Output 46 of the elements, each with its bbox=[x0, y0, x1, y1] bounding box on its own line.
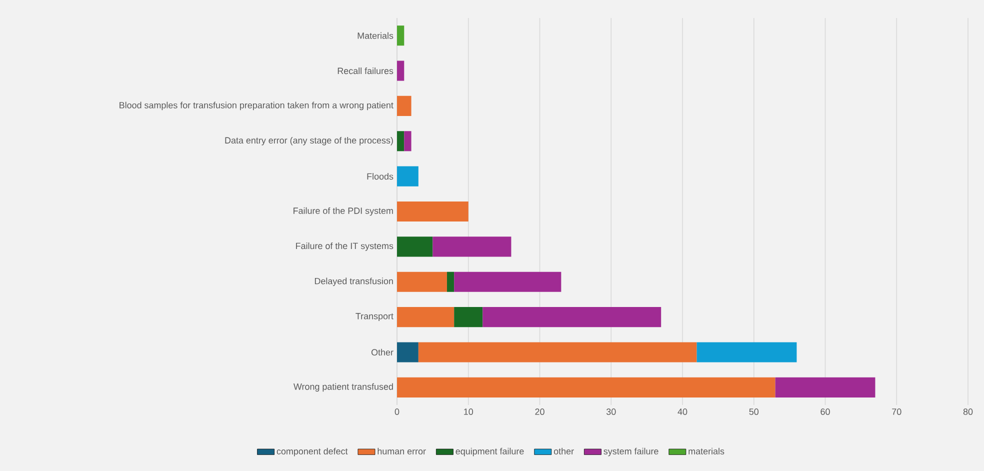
bar bbox=[397, 131, 404, 152]
x-tick-label: 10 bbox=[464, 408, 474, 415]
y-tick-label: Transport bbox=[356, 313, 394, 322]
bar bbox=[397, 26, 404, 46]
y-tick-label: Recall failures bbox=[338, 67, 394, 74]
bar bbox=[404, 131, 412, 152]
x-tick-label: 0 bbox=[394, 408, 400, 415]
x-tick-label: 80 bbox=[963, 408, 973, 415]
bar bbox=[775, 377, 876, 398]
bar bbox=[397, 166, 418, 186]
y-tick-label: Materials bbox=[358, 32, 394, 39]
x-tick-label: 60 bbox=[820, 408, 830, 415]
legend-label: equipment failure bbox=[456, 448, 524, 456]
bar bbox=[454, 272, 562, 292]
bar bbox=[397, 342, 418, 362]
legend-label: other bbox=[554, 448, 574, 454]
y-tick-label: Failure of the IT systems bbox=[296, 242, 394, 251]
bar bbox=[397, 201, 468, 222]
bar bbox=[418, 342, 697, 362]
legend-label: system failure bbox=[604, 448, 658, 456]
y-tick-label: Other bbox=[371, 348, 394, 356]
x-tick-label: 40 bbox=[678, 408, 688, 415]
y-tick-label: Failure of the PDI system bbox=[294, 207, 393, 216]
bar bbox=[397, 272, 447, 292]
x-tick-label: 50 bbox=[749, 408, 759, 415]
bar bbox=[446, 272, 454, 292]
bar bbox=[397, 96, 412, 116]
bar bbox=[454, 307, 483, 328]
y-tick-label: Data entry error (any stage of the process) bbox=[225, 136, 393, 146]
bar bbox=[696, 342, 797, 362]
bar bbox=[397, 307, 454, 328]
legend-label: materials bbox=[688, 448, 724, 454]
y-tick-label: Blood samples for transfusion preparation taken from a wrong patient bbox=[120, 102, 394, 110]
legend-label: human error bbox=[378, 448, 426, 454]
bar bbox=[432, 236, 512, 257]
x-tick-label: 70 bbox=[892, 408, 902, 415]
x-tick-label: 30 bbox=[606, 408, 616, 415]
bar bbox=[397, 60, 404, 81]
x-tick-label: 20 bbox=[535, 408, 544, 415]
y-tick-label: Floods bbox=[367, 173, 394, 180]
y-tick-label: Wrong patient transfused bbox=[294, 383, 393, 392]
bar bbox=[482, 307, 662, 328]
legend-label: component defect bbox=[276, 448, 348, 456]
bar bbox=[397, 377, 776, 398]
y-tick-label: Delayed transfusion bbox=[314, 278, 393, 286]
bar bbox=[397, 236, 433, 257]
